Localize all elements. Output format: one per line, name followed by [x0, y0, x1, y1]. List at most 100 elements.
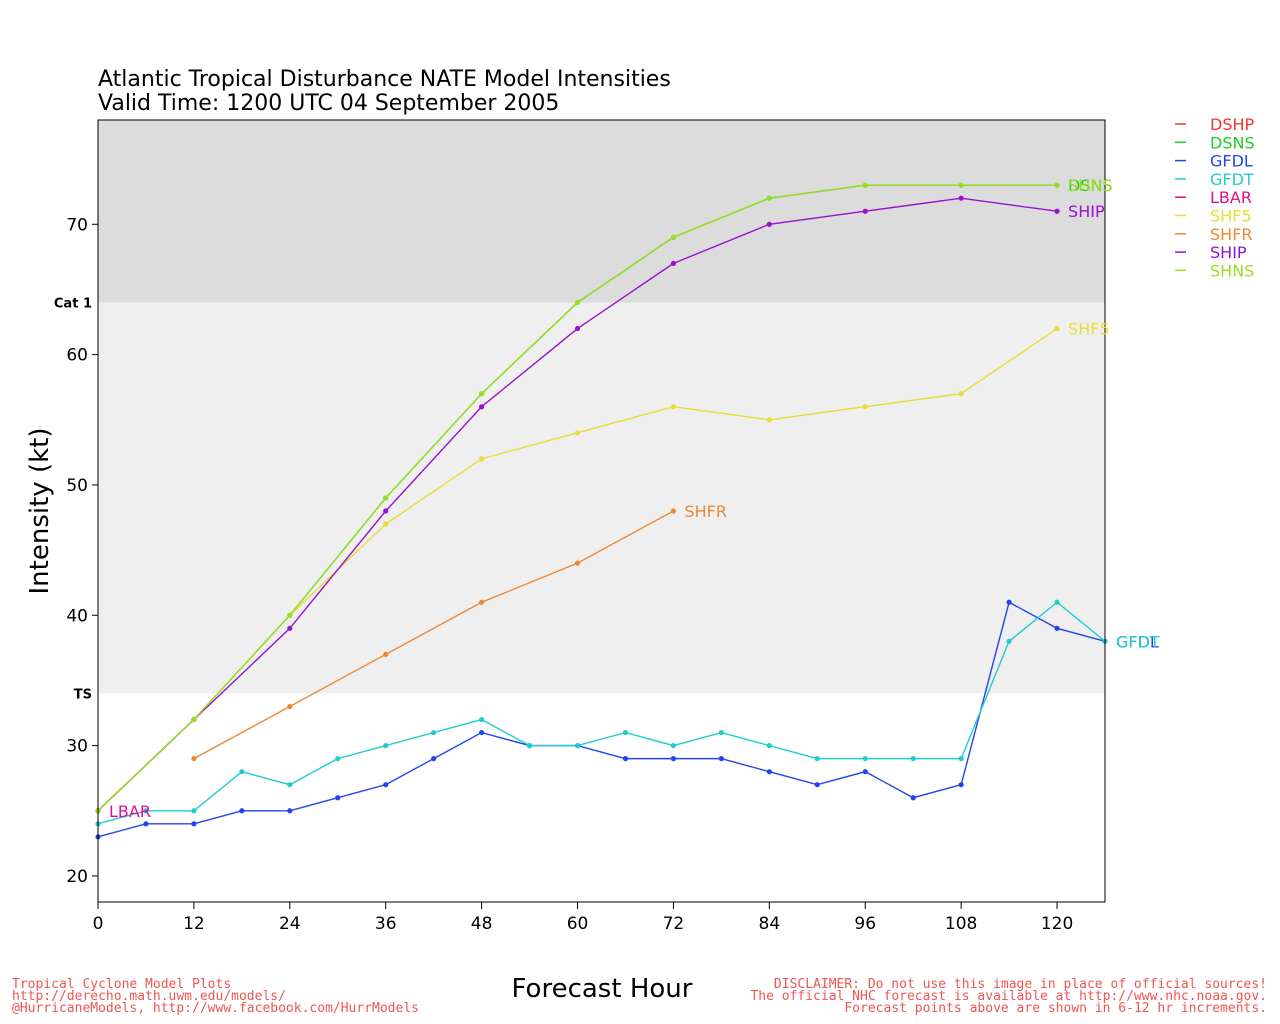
chart-title: Atlantic Tropical Disturbance NATE Model…: [98, 67, 671, 92]
x-tick-label: 60: [567, 914, 589, 934]
data-point: [1054, 625, 1060, 631]
legend-entry: DSNS: [1210, 133, 1255, 152]
data-point: [958, 756, 964, 762]
data-point: [574, 743, 581, 749]
data-point: [670, 404, 677, 410]
data-point: [479, 729, 485, 736]
series-end-label: GFDL: [1116, 632, 1159, 651]
footer-left-line: @HurricaneModels, http://www.facebook.co…: [12, 1001, 419, 1016]
x-tick-label: 0: [93, 914, 104, 934]
series-end-label: SHNS: [1068, 176, 1112, 195]
data-point: [479, 599, 485, 605]
footer-right-line: DISCLAIMER: Do not use this image in pla…: [774, 977, 1267, 992]
data-point: [862, 756, 868, 762]
x-axis-label: Forecast Hour: [512, 974, 693, 1004]
series-end-label: LBAR: [109, 802, 151, 821]
data-point: [670, 234, 677, 240]
x-tick-label: 48: [471, 914, 493, 934]
data-point: [383, 495, 389, 501]
data-point: [862, 208, 868, 214]
data-point: [718, 756, 724, 762]
data-point: [958, 182, 964, 188]
data-point: [910, 795, 916, 801]
data-point: [239, 769, 245, 775]
data-point: [431, 729, 437, 736]
data-point: [862, 182, 868, 188]
data-point: [383, 782, 389, 788]
legend-entry: DSHP: [1210, 115, 1255, 134]
series-line: [97, 601, 1106, 838]
footer-left: Tropical Cyclone Model Plots http://dere…: [12, 977, 419, 1016]
y-tick-label: 70: [66, 215, 88, 235]
y-axis-label: Intensity (kt): [25, 428, 55, 595]
x-tick-label: 84: [759, 914, 781, 934]
data-point: [1054, 599, 1060, 605]
series-end-label: SHFR: [684, 502, 727, 521]
legend-entry: SHIP: [1210, 243, 1247, 262]
data-point: [143, 821, 149, 827]
intensity-band: [98, 302, 1105, 694]
data-point: [766, 743, 772, 749]
legend-entry: SHFR: [1210, 225, 1253, 244]
data-point: [814, 756, 820, 762]
data-point: [479, 404, 485, 410]
data-point: [1054, 182, 1060, 188]
x-tick-label: 24: [279, 914, 301, 934]
data-point: [191, 808, 197, 814]
x-tick-label: 12: [183, 914, 205, 934]
footer-right: DISCLAIMER: Do not use this image in pla…: [750, 977, 1267, 1016]
data-point: [526, 743, 533, 749]
series-shns: [95, 182, 1060, 814]
series-lines: [95, 182, 1108, 840]
data-point: [814, 782, 820, 788]
footer-right-line: The official NHC forecast is available a…: [750, 989, 1267, 1004]
data-point: [622, 729, 629, 736]
legend-entry: LBAR: [1210, 188, 1252, 207]
footer-left-line: Tropical Cyclone Model Plots: [12, 977, 231, 992]
data-point: [574, 325, 581, 332]
chart-subtitle: Valid Time: 1200 UTC 04 September 2005: [98, 91, 559, 116]
data-point: [670, 260, 677, 266]
data-point: [191, 716, 197, 723]
data-point: [670, 508, 677, 514]
data-point: [958, 195, 964, 201]
data-point: [479, 456, 485, 462]
plot-frame: [97, 119, 1106, 903]
band-label: TS: [74, 687, 92, 702]
data-point: [862, 404, 868, 410]
data-point: [958, 391, 964, 397]
data-point: [766, 769, 772, 775]
data-point: [1054, 208, 1060, 214]
data-point: [670, 743, 677, 749]
data-point: [287, 808, 293, 814]
series-gfdt: [95, 599, 1108, 827]
legend-entry: SHNS: [1210, 261, 1254, 280]
data-point: [431, 756, 437, 762]
data-point: [479, 391, 485, 397]
x-axis: 0 12 24 36 48 60 72 84 96 108 120: [93, 902, 1073, 934]
data-point: [862, 769, 868, 775]
data-point: [287, 625, 293, 631]
series-shfr: [191, 508, 677, 762]
x-tick-label: 96: [854, 914, 876, 934]
x-tick-label: 120: [1041, 914, 1073, 934]
data-point: [287, 703, 293, 710]
series-line: [97, 601, 1106, 825]
footer-left-line: http://derecho.math.uwm.edu/models/: [12, 989, 286, 1004]
intensity-band-labels: TS Cat 1: [54, 296, 92, 702]
data-point: [383, 521, 389, 527]
data-point: [574, 560, 581, 566]
y-tick-label: 40: [66, 606, 88, 626]
legend-entry: SHF5: [1210, 207, 1252, 226]
series-end-label: DSNS: [1068, 176, 1113, 195]
data-point: [383, 508, 389, 514]
intensity-band: [98, 120, 1105, 303]
data-point: [383, 651, 389, 657]
data-point: [335, 795, 341, 801]
x-tick-label: 36: [375, 914, 397, 934]
series-ship: [95, 195, 1060, 814]
data-point: [191, 756, 197, 762]
data-point: [766, 195, 772, 201]
data-point: [143, 808, 149, 814]
y-tick-label: 20: [66, 867, 88, 887]
